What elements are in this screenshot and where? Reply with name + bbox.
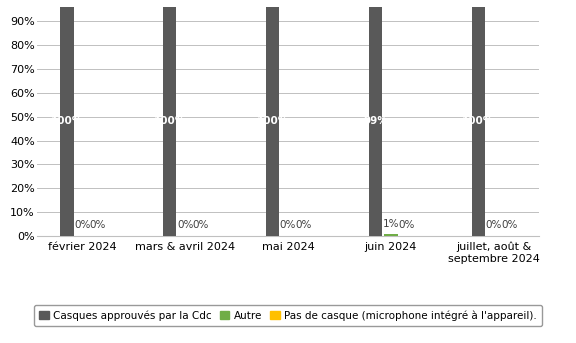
Text: 0%: 0% xyxy=(177,220,194,230)
Text: 0%: 0% xyxy=(192,220,209,230)
Text: 100%: 100% xyxy=(462,117,494,127)
Legend: Casques approuvés par la Cdc, Autre, Pas de casque (microphone intégré à l'appar: Casques approuvés par la Cdc, Autre, Pas… xyxy=(34,305,542,326)
Text: 0%: 0% xyxy=(398,220,415,230)
Text: 0%: 0% xyxy=(280,220,296,230)
Text: 100%: 100% xyxy=(154,117,186,127)
Text: 1%: 1% xyxy=(382,219,399,229)
Text: 99%: 99% xyxy=(363,117,388,127)
Bar xyxy=(163,0,176,236)
Bar xyxy=(369,0,382,236)
Text: 0%: 0% xyxy=(486,220,502,230)
Text: 100%: 100% xyxy=(51,117,83,127)
Text: 0%: 0% xyxy=(501,220,517,230)
Bar xyxy=(472,0,485,236)
Bar xyxy=(384,234,397,236)
Text: 0%: 0% xyxy=(74,220,90,230)
Bar xyxy=(60,0,74,236)
Bar xyxy=(266,0,279,236)
Text: 0%: 0% xyxy=(90,220,106,230)
Text: 100%: 100% xyxy=(256,117,289,127)
Text: 0%: 0% xyxy=(295,220,312,230)
